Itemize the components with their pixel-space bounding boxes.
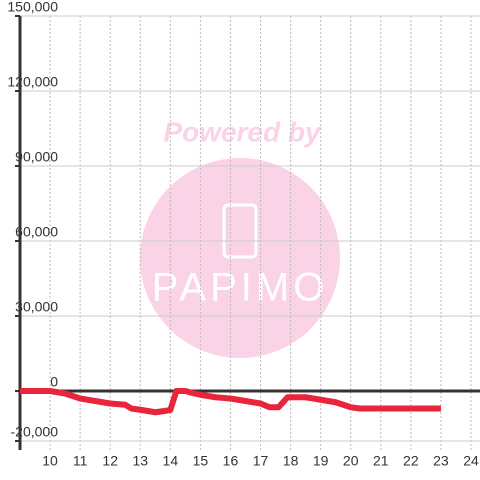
x-tick-label: 12 (102, 453, 118, 469)
x-tick-label: 21 (373, 453, 389, 469)
x-tick-label: 22 (403, 453, 419, 469)
y-tick-label: 0 (50, 374, 58, 390)
watermark-line1: Powered by (163, 116, 322, 147)
x-tick-label: 23 (433, 453, 449, 469)
x-tick-label: 16 (223, 453, 239, 469)
x-tick-label: 11 (73, 453, 88, 469)
y-tick-label: 30,000 (15, 299, 58, 315)
x-tick-label: 13 (132, 453, 148, 469)
x-tick-label: 18 (283, 453, 299, 469)
x-tick-label: 20 (343, 453, 359, 469)
x-tick-label: 24 (463, 453, 479, 469)
x-tick-label: 10 (42, 453, 58, 469)
x-tick-label: 17 (253, 453, 269, 469)
y-tick-label: -20,000 (11, 424, 59, 440)
y-tick-label: 90,000 (15, 149, 58, 165)
x-tick-label: 19 (313, 453, 329, 469)
line (20, 388, 441, 416)
watermark-line2: PAPIMO (152, 266, 329, 310)
x-tick-label: 15 (193, 453, 209, 469)
x-tick-label: 14 (163, 453, 179, 469)
y-tick-label: 60,000 (15, 224, 58, 240)
y-tick-label: 150,000 (7, 0, 58, 15)
watermark-icon (222, 203, 258, 259)
y-tick-label: 120,000 (7, 74, 58, 90)
